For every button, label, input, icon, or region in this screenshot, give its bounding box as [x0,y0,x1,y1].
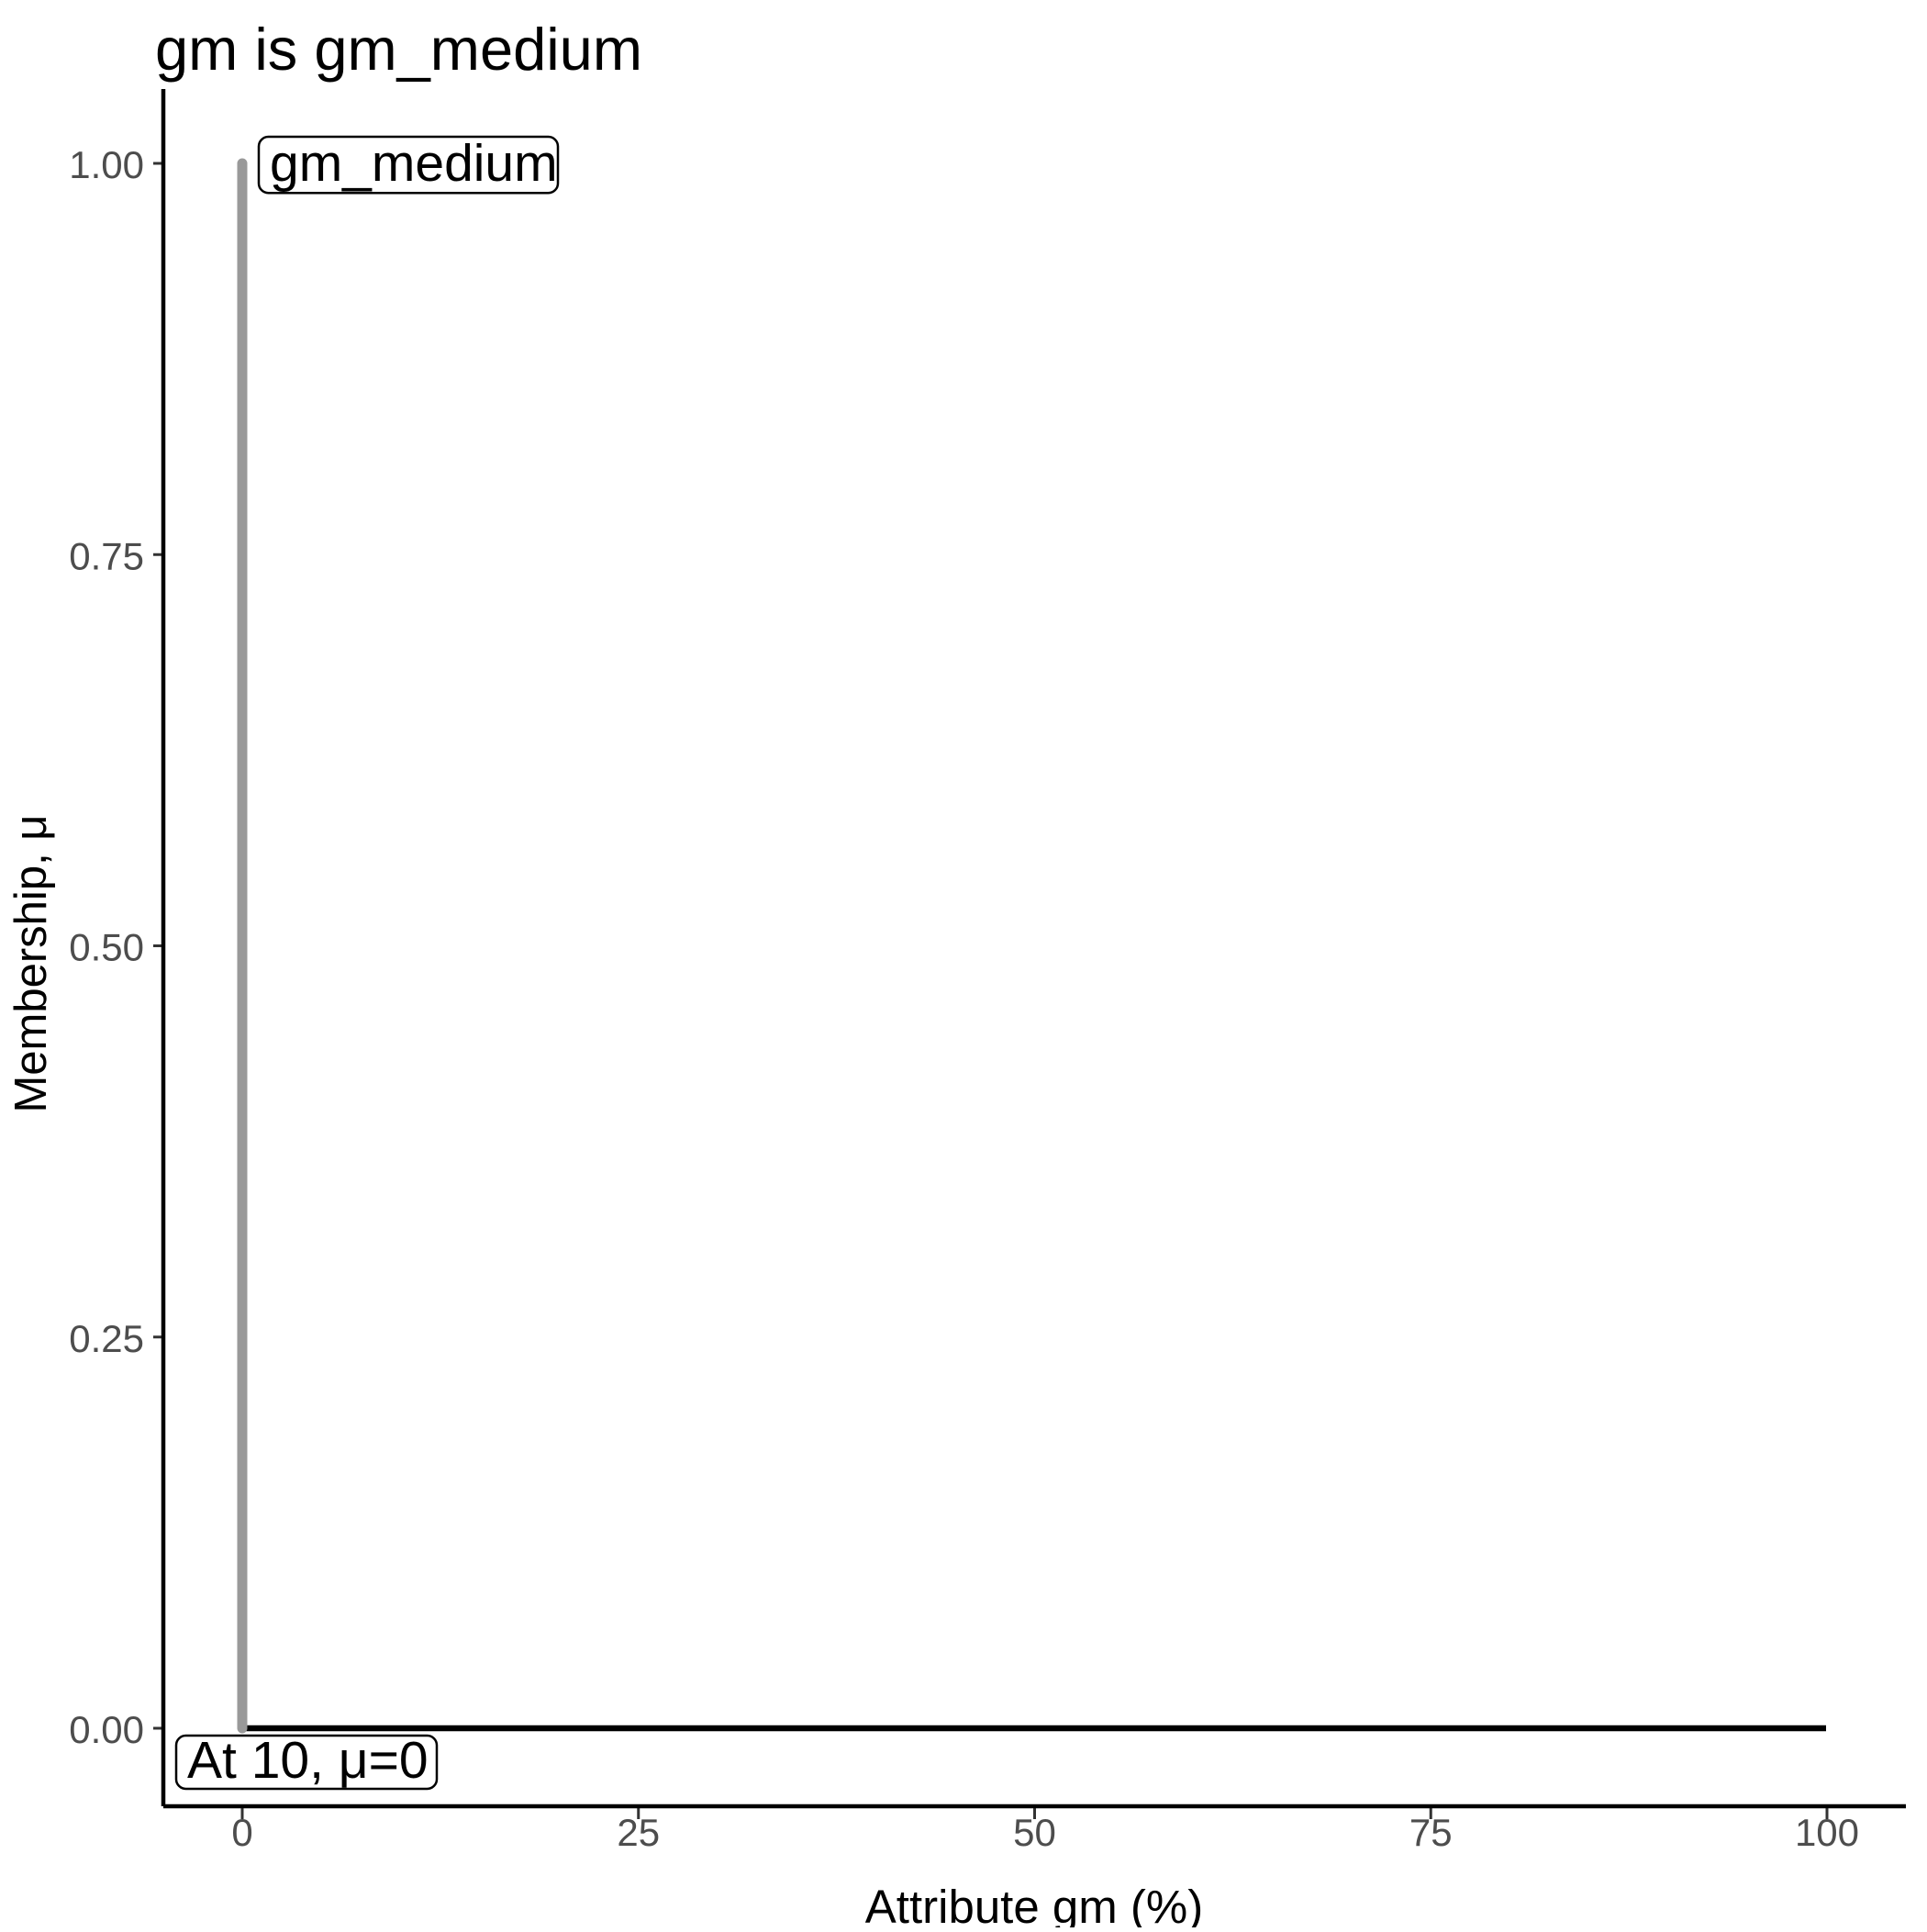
svg-text:At 10, μ=0: At 10, μ=0 [187,1731,429,1790]
svg-text:50: 50 [1013,1811,1056,1854]
svg-text:75: 75 [1409,1811,1453,1854]
svg-text:0: 0 [231,1811,252,1854]
svg-text:0.75: 0.75 [69,534,144,577]
svg-text:25: 25 [617,1811,660,1854]
svg-text:1.00: 1.00 [69,143,144,186]
svg-text:Attribute gm (%): Attribute gm (%) [865,1881,1203,1927]
svg-text:0.50: 0.50 [69,926,144,969]
svg-text:gm_medium: gm_medium [270,134,558,193]
svg-text:100: 100 [1795,1811,1859,1854]
svg-text:gm is gm_medium: gm is gm_medium [155,16,642,83]
svg-text:0.00: 0.00 [69,1708,144,1751]
svg-text:0.25: 0.25 [69,1317,144,1360]
svg-text:Membership, μ: Membership, μ [6,814,56,1112]
